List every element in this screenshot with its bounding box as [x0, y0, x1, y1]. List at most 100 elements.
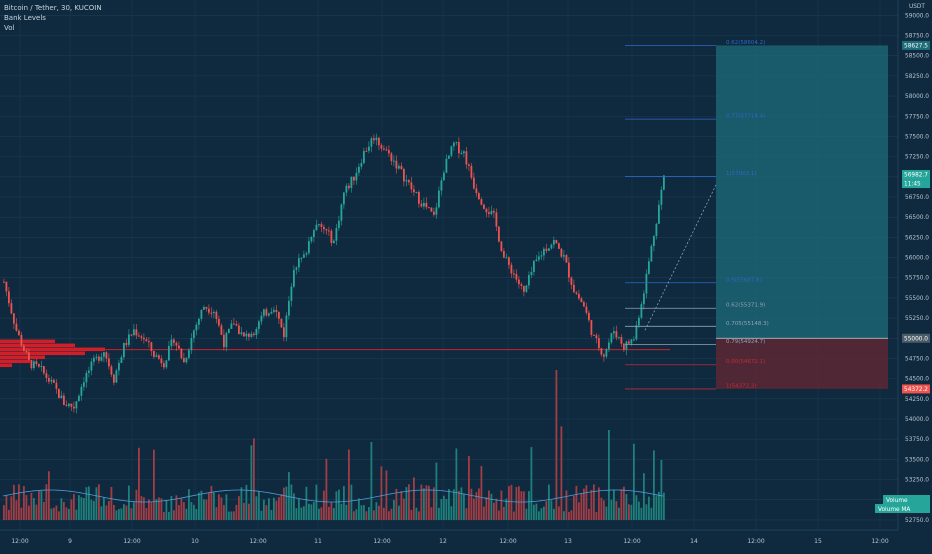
fib-label: 1(57003.1)	[726, 171, 757, 177]
price-tick: 54000.0	[905, 417, 929, 423]
candle-body	[428, 207, 430, 209]
candle-body	[3, 281, 5, 283]
volume-bar	[625, 493, 628, 520]
price-tick: 55750.0	[905, 276, 929, 282]
candle-body	[295, 267, 298, 270]
time-tick: 10	[191, 538, 199, 545]
candle-body	[385, 149, 388, 151]
candle-body	[243, 332, 245, 337]
volume-bar	[95, 487, 98, 520]
volume-bar	[218, 494, 220, 520]
candle-body	[415, 192, 418, 194]
position-zones	[716, 45, 888, 389]
volume-bar	[55, 505, 58, 520]
time-tick: 12:00	[499, 538, 516, 545]
indicator-vol[interactable]: Vol	[4, 24, 15, 32]
candle-body	[250, 333, 253, 337]
candle-body	[520, 284, 523, 286]
candle-body	[343, 192, 345, 205]
candle-body	[590, 320, 593, 335]
volume-bar	[438, 507, 440, 520]
indicator-bank-levels[interactable]: Bank Levels	[4, 14, 46, 22]
candle-body	[168, 345, 170, 361]
bank-level-bar	[0, 343, 75, 348]
volume-bar	[5, 495, 8, 520]
candle-body	[253, 333, 255, 336]
time-tick: 13	[564, 538, 572, 545]
symbol-title[interactable]: Bitcoin / Tether, 30, KUCOIN	[4, 4, 102, 12]
volume-bar	[295, 508, 298, 520]
fib-label: 0.79(54924.7)	[726, 339, 765, 345]
candle-body	[160, 358, 163, 364]
volume-bar	[160, 498, 163, 520]
candle-body	[193, 330, 195, 339]
volume-bar	[325, 458, 328, 520]
volume-bar	[403, 498, 405, 520]
volume-bar	[615, 501, 618, 520]
candle-body	[360, 163, 363, 167]
volume-bar	[648, 496, 650, 520]
candle-body	[173, 339, 175, 343]
candle-body	[205, 306, 208, 309]
candle-body	[420, 203, 423, 207]
candle-body	[165, 360, 168, 368]
volume-bar	[240, 487, 243, 520]
volume-bar	[303, 506, 305, 520]
volume-bar	[395, 488, 398, 520]
volume-bar	[290, 484, 293, 520]
candle-body	[185, 357, 188, 363]
volume-bar	[408, 484, 410, 520]
candle-body	[468, 164, 470, 166]
volume-bar	[590, 489, 593, 520]
candle-body	[660, 189, 663, 205]
volume-bar	[198, 492, 200, 520]
candle-body	[588, 312, 590, 321]
candle-body	[575, 292, 578, 294]
candle-body	[198, 318, 200, 325]
candle-body	[395, 160, 398, 169]
price-tick: 57250.0	[905, 155, 929, 161]
volume-bar	[288, 472, 290, 520]
volume-bar	[225, 494, 228, 520]
volume-bar	[70, 499, 73, 520]
volume-bar	[543, 506, 545, 520]
candle-body	[573, 284, 575, 293]
candle-body	[305, 253, 308, 255]
volume-bar	[548, 484, 550, 520]
candle-body	[90, 361, 93, 371]
volume-bar	[550, 500, 553, 520]
candle-body	[570, 277, 573, 285]
price-tick: 55250.0	[905, 316, 929, 322]
volume-bar	[375, 502, 378, 520]
fib-label: 0.62(55371.9)	[726, 303, 765, 309]
volume-bar	[565, 490, 568, 520]
volume-bar	[410, 509, 413, 520]
candle-body	[303, 254, 305, 258]
candle-body	[378, 137, 380, 146]
volume-bar	[233, 511, 235, 520]
volume-bar	[575, 485, 578, 520]
volume-bar	[223, 505, 225, 520]
candle-body	[293, 269, 295, 287]
volume-bar	[45, 484, 48, 520]
candle-body	[103, 352, 105, 357]
volume-bar	[430, 507, 433, 520]
candle-body	[145, 339, 148, 342]
candle-body	[80, 386, 83, 396]
volume-bar	[113, 504, 115, 520]
time-tick: 15	[814, 538, 822, 545]
candle-body	[95, 356, 98, 358]
volume-bar	[533, 504, 535, 520]
candle-body	[465, 151, 468, 165]
fib-levels[interactable]: 0.62(58604.2) 0.77(57714.4) 1(57003.1) 0.5(…	[625, 40, 769, 390]
candles[interactable]	[3, 133, 665, 414]
volume-bar	[83, 498, 85, 520]
candle-body	[178, 345, 180, 349]
volume-bar	[553, 508, 555, 520]
candle-body	[640, 304, 643, 318]
volume-bar	[335, 491, 338, 520]
volume-bar	[100, 506, 103, 520]
volume-bar	[320, 507, 323, 520]
